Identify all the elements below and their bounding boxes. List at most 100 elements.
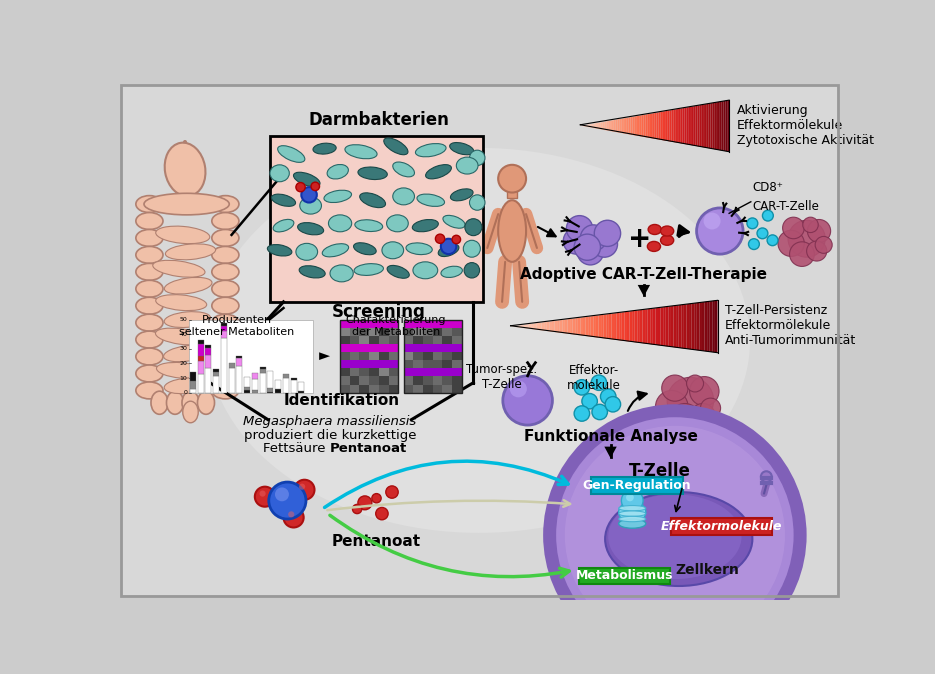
Bar [442,385,452,393]
Ellipse shape [330,265,353,282]
Bar [379,344,389,352]
Ellipse shape [212,297,239,314]
Polygon shape [649,114,651,138]
Polygon shape [603,122,605,130]
Ellipse shape [778,231,804,256]
Bar [267,392,273,393]
Ellipse shape [498,200,526,262]
Polygon shape [681,109,683,144]
Text: Effektor-
molekule: Effektor- molekule [567,364,621,392]
Ellipse shape [297,222,324,235]
Bar [389,385,398,393]
Ellipse shape [563,228,590,254]
Polygon shape [653,308,655,345]
Bar [189,319,313,393]
Polygon shape [716,102,718,150]
Polygon shape [550,321,552,332]
Bar [275,390,281,393]
Polygon shape [572,318,575,335]
Ellipse shape [165,143,206,196]
Ellipse shape [808,220,830,243]
Polygon shape [645,115,647,137]
Ellipse shape [260,491,266,497]
Ellipse shape [619,506,646,511]
Ellipse shape [451,189,473,201]
Bar [423,344,433,352]
Ellipse shape [465,218,482,236]
Polygon shape [554,321,557,332]
Text: T-Zell-Persistenz
Effektormölekule
Anti-Tumorimmunität: T-Zell-Persistenz Effektormölekule Anti-… [726,304,856,347]
Ellipse shape [182,401,198,423]
Ellipse shape [393,188,414,205]
Polygon shape [701,104,703,147]
Ellipse shape [136,348,163,365]
Ellipse shape [452,235,461,244]
Polygon shape [655,308,658,345]
Ellipse shape [619,511,646,516]
Bar [423,328,433,336]
Polygon shape [590,124,592,128]
Ellipse shape [609,494,741,579]
Bar [267,388,273,392]
Bar [197,356,204,361]
Bar [244,390,250,393]
Bar [369,319,379,328]
Bar [369,360,379,369]
Bar [359,344,369,352]
Polygon shape [676,305,679,348]
Ellipse shape [747,218,757,228]
Bar [452,336,462,344]
Ellipse shape [605,396,621,412]
Polygon shape [588,316,591,336]
Bar [206,348,211,355]
Bar [283,375,289,378]
Polygon shape [598,315,601,338]
Polygon shape [726,100,727,152]
Bar [252,373,258,379]
Ellipse shape [376,508,388,520]
Ellipse shape [655,390,688,423]
Ellipse shape [144,193,229,215]
Polygon shape [666,307,669,346]
Ellipse shape [136,365,163,382]
Polygon shape [621,119,623,133]
Ellipse shape [647,241,660,251]
Text: Screening: Screening [332,303,425,321]
Polygon shape [516,326,518,328]
Bar [379,360,389,369]
Polygon shape [643,115,645,137]
Polygon shape [596,123,597,129]
Polygon shape [658,307,661,346]
Ellipse shape [208,148,750,533]
Bar [252,390,258,393]
Bar [442,377,452,385]
Bar [197,361,204,374]
Ellipse shape [328,215,352,232]
Polygon shape [611,120,613,131]
Polygon shape [635,311,638,342]
Ellipse shape [165,278,212,294]
Ellipse shape [136,382,163,399]
Bar [260,373,266,393]
Text: Gen-Regulation: Gen-Regulation [583,479,691,493]
Polygon shape [619,119,621,133]
Polygon shape [578,317,581,336]
Polygon shape [617,119,619,133]
Text: Metabolismus: Metabolismus [576,570,673,582]
Polygon shape [594,123,596,129]
Polygon shape [584,125,586,127]
Bar [244,377,250,387]
Polygon shape [711,103,712,149]
Ellipse shape [567,216,593,242]
Ellipse shape [757,228,768,239]
Ellipse shape [311,182,320,191]
Ellipse shape [182,391,199,415]
Ellipse shape [358,496,372,510]
Polygon shape [607,121,609,131]
Ellipse shape [456,157,478,174]
Bar [350,344,359,352]
Polygon shape [651,113,653,138]
Bar [452,319,462,328]
Ellipse shape [669,404,700,434]
Bar [389,344,398,352]
